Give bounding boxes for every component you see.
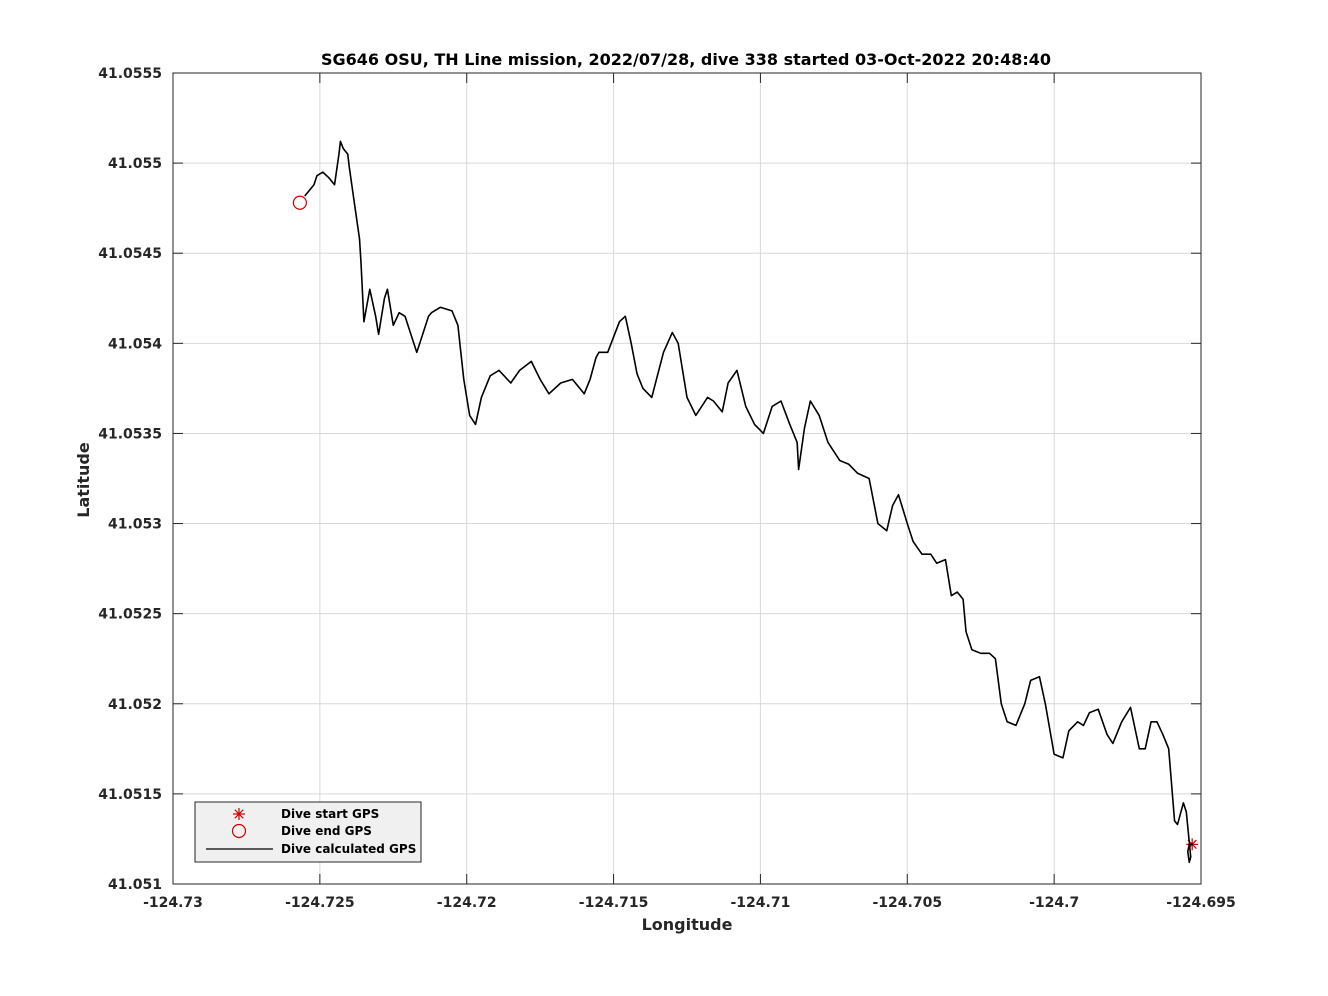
y-tick-label: 41.0555 [98, 66, 162, 82]
legend-circle-swatch [231, 823, 247, 839]
x-axis-label: Longitude [642, 915, 733, 934]
plot-area [173, 73, 1201, 884]
y-tick-label: 41.0525 [98, 607, 162, 623]
dive-calculated-gps-line [304, 140, 1193, 864]
legend-entries: Dive start GPS Dive end GPS Dive calculate… [206, 807, 416, 856]
x-tick-label: -124.7 [1029, 895, 1079, 911]
y-tick-label: 41.0535 [98, 426, 162, 442]
legend-label: Dive end GPS [281, 824, 372, 838]
x-tick-label: -124.72 [437, 895, 497, 911]
y-tick-label: 41.054 [108, 336, 162, 352]
y-tick-label: 41.053 [108, 517, 162, 533]
x-tick-label: -124.705 [872, 895, 942, 911]
dive-end-gps-marker [292, 195, 307, 210]
y-tick-label: 41.051 [108, 877, 162, 893]
y-tick-label: 41.0545 [98, 246, 162, 262]
y-tick-label: 41.055 [108, 156, 162, 172]
legend-asterisk-swatch [233, 808, 245, 820]
x-tick-label: -124.71 [731, 895, 791, 911]
chart-title: SG646 OSU, TH Line mission, 2022/07/28, … [321, 50, 1051, 69]
axis-ticks: -124.73 -124.725 -124.72 -124.715 -124.71 -12… [98, 66, 1236, 911]
axes-frame [172, 72, 1202, 885]
legend-label: Dive start GPS [281, 807, 379, 821]
x-tick-label: -124.73 [143, 895, 203, 911]
legend: Dive start GPS Dive end GPS Dive calculate… [194, 801, 422, 863]
x-tick-label: -124.725 [285, 895, 355, 911]
legend-label: Dive calculated GPS [281, 842, 416, 856]
plot-data [292, 140, 1199, 864]
y-tick-label: 41.0515 [98, 787, 162, 803]
x-tick-label: -124.715 [579, 895, 649, 911]
x-tick-label: -124.695 [1166, 895, 1236, 911]
y-axis-label: Latitude [74, 442, 93, 518]
y-tick-label: 41.052 [108, 697, 162, 713]
